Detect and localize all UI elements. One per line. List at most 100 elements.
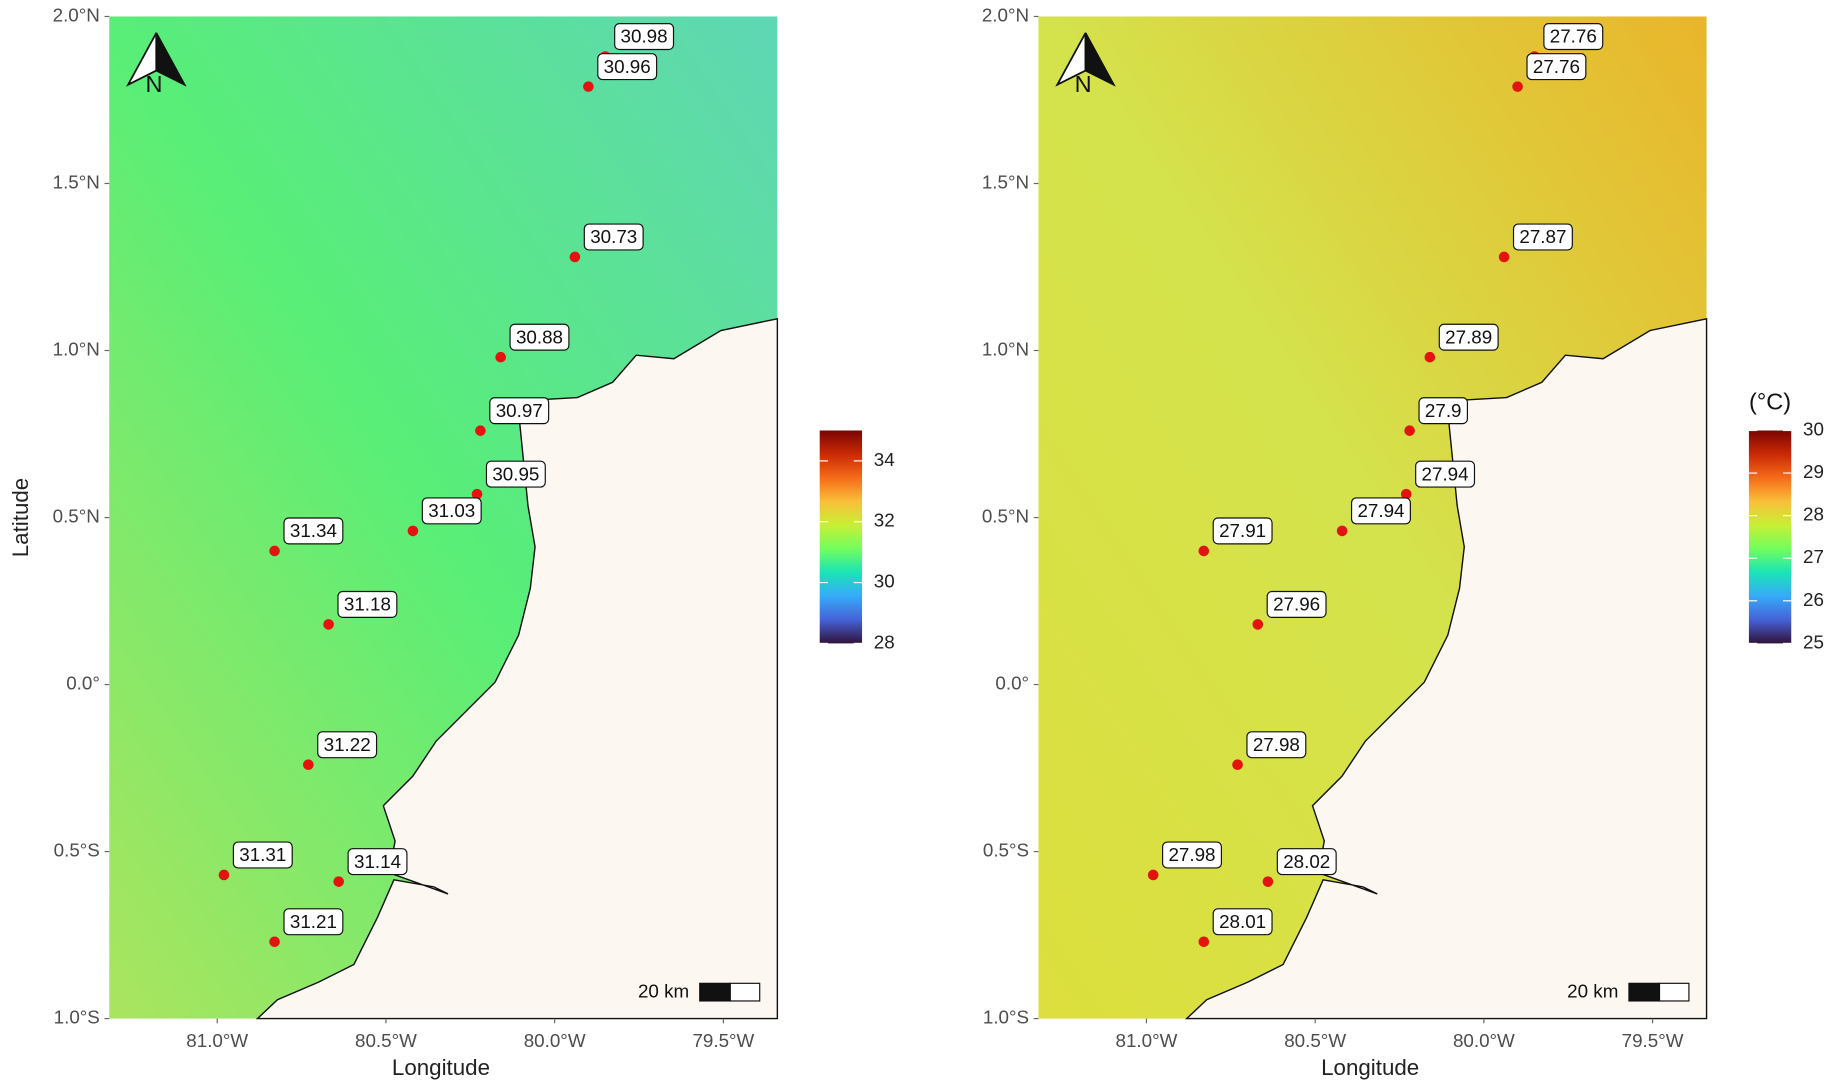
y-tick-label: 1.0°S xyxy=(54,1007,100,1028)
value-label-box xyxy=(1276,848,1337,876)
y-tick-label: 0.5°N xyxy=(982,506,1029,527)
value-label: 31.14 xyxy=(354,851,401,872)
station-point xyxy=(269,936,280,948)
x-tick-label: 80.5°W xyxy=(1284,1030,1346,1051)
land xyxy=(255,317,779,1020)
colorbar-tick-label: 30 xyxy=(874,571,895,592)
x-axis-title: Longitude xyxy=(1321,1055,1419,1080)
value-label: 27.9 xyxy=(1425,400,1462,421)
y-tick-label: 0.5°S xyxy=(54,840,100,861)
x-tick-label: 79.5°W xyxy=(692,1030,754,1051)
value-label: 31.03 xyxy=(428,500,475,521)
y-tick-label: 1.0°N xyxy=(53,338,100,359)
colorbar-tick-label: 29 xyxy=(1803,461,1824,482)
y-tick-label: 0.5°S xyxy=(983,840,1029,861)
value-label: 28.02 xyxy=(1283,851,1330,872)
value-label: 30.98 xyxy=(621,26,668,47)
y-tick-label: 2.0°N xyxy=(53,4,100,25)
x-tick-label: 80.0°W xyxy=(1453,1030,1515,1051)
value-label: 30.96 xyxy=(604,56,651,77)
value-label: 30.73 xyxy=(590,226,637,247)
x-tick-label: 81.0°W xyxy=(186,1030,248,1051)
value-label-box xyxy=(509,323,570,351)
station-point xyxy=(1512,81,1523,92)
station-point xyxy=(495,351,506,363)
map-panel: 81.0°W 80.5°W 80.0°W 79.5°W 2.0°N 1.5°N 1.0°N 0… xyxy=(982,4,1824,1080)
y-tick-label: 2.0°N xyxy=(982,4,1029,25)
value-label-box xyxy=(1212,517,1273,545)
y-tick-label: 1.0°N xyxy=(982,338,1029,359)
y-axis-title: Latitude xyxy=(8,478,33,557)
scale-label: 20 km xyxy=(638,981,689,1002)
value-label-box xyxy=(1212,908,1273,936)
value-label-box xyxy=(1266,590,1327,618)
x-tick-label: 80.5°W xyxy=(355,1030,417,1051)
value-label: 31.18 xyxy=(344,594,391,615)
value-label: 30.95 xyxy=(492,463,539,484)
value-label: 30.97 xyxy=(496,400,543,421)
value-label: 28.01 xyxy=(1219,911,1266,932)
land xyxy=(1184,317,1708,1020)
value-label: 31.22 xyxy=(324,734,371,755)
value-label-box xyxy=(1418,397,1468,425)
value-label-box xyxy=(597,53,658,81)
value-label: 31.21 xyxy=(290,911,337,932)
station-point xyxy=(1262,876,1274,887)
scale-bar-black xyxy=(699,982,731,1002)
value-label: 27.94 xyxy=(1422,463,1469,484)
value-label: 31.31 xyxy=(239,844,286,865)
value-label-box xyxy=(583,223,644,251)
y-tick-label: 1.0°S xyxy=(983,1007,1029,1028)
x-tick-label: 79.5°W xyxy=(1622,1030,1684,1051)
north-arrow-right xyxy=(1084,32,1116,87)
value-label-box xyxy=(1162,841,1223,869)
value-label: 27.89 xyxy=(1445,326,1492,347)
colorbar-title: (°C) xyxy=(1749,389,1791,415)
value-label: 27.96 xyxy=(1273,594,1320,615)
value-label-box xyxy=(283,517,344,545)
colorbar-tick-label: 28 xyxy=(874,631,895,652)
value-label-box xyxy=(1526,53,1587,81)
value-label-box xyxy=(1543,23,1604,51)
station-point xyxy=(1252,619,1264,630)
value-label: 27.98 xyxy=(1168,844,1215,865)
value-label: 27.98 xyxy=(1253,734,1300,755)
scale-bar-white xyxy=(729,982,761,1002)
value-label: 27.76 xyxy=(1533,56,1580,77)
value-label-box xyxy=(485,460,546,488)
map-panel: 81.0°W 80.5°W 80.0°W 79.5°W 2.0°N 1.5°N 1.0°N 0… xyxy=(8,4,895,1080)
value-label-box xyxy=(489,397,550,425)
colorbar-tick-label: 25 xyxy=(1803,631,1824,652)
station-point xyxy=(303,759,314,771)
value-label: 27.94 xyxy=(1357,500,1404,521)
y-tick-label: 0.0° xyxy=(66,673,100,694)
station-point xyxy=(1400,488,1412,500)
y-tick-label: 1.5°N xyxy=(982,171,1029,192)
x-tick-label: 80.0°W xyxy=(524,1030,586,1051)
north-label: N xyxy=(145,71,162,97)
scale-bar-white xyxy=(1658,982,1690,1002)
x-axis-title: Longitude xyxy=(392,1055,490,1080)
value-label: 27.91 xyxy=(1219,520,1266,541)
value-label-box xyxy=(1246,731,1307,759)
value-label-box xyxy=(317,731,378,759)
north-label: N xyxy=(1075,71,1092,97)
x-tick-label: 81.0°W xyxy=(1116,1030,1178,1051)
colorbar-tick-label: 32 xyxy=(874,510,895,531)
value-label-box xyxy=(337,590,398,618)
value-label-box xyxy=(232,841,293,869)
station-point xyxy=(407,525,419,537)
y-tick-label: 1.5°N xyxy=(53,171,100,192)
station-point xyxy=(1198,545,1210,557)
y-tick-label: 0.5°N xyxy=(53,506,100,527)
scale-label: 20 km xyxy=(1567,981,1618,1002)
value-label: 27.76 xyxy=(1550,26,1597,47)
value-label-box xyxy=(1512,223,1573,251)
scale-bar-black xyxy=(1628,982,1661,1002)
station-point xyxy=(475,425,486,436)
station-point xyxy=(471,488,483,500)
value-label-box xyxy=(1438,323,1499,351)
colorbar-tick-label: 27 xyxy=(1803,546,1824,567)
